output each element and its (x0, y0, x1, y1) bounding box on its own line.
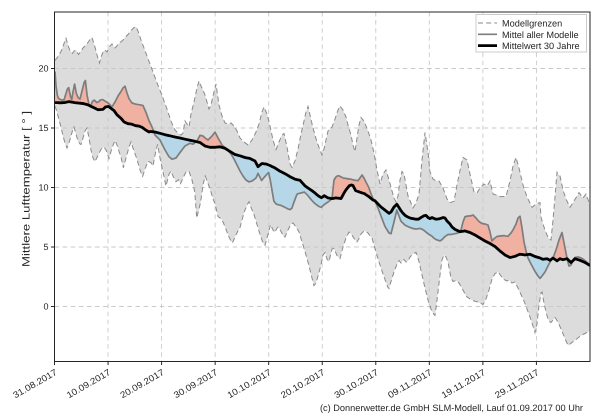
svg-text:0: 0 (43, 302, 48, 312)
svg-text:15: 15 (38, 123, 48, 133)
svg-text:Mittlere Lufttemperatur [ ° ]: Mittlere Lufttemperatur [ ° ] (21, 111, 33, 267)
svg-text:10: 10 (38, 183, 48, 193)
svg-text:5: 5 (43, 242, 48, 252)
svg-text:Mittel aller Modelle: Mittel aller Modelle (502, 30, 579, 40)
svg-text:(c) Donnerwetter.de GmbH SLM-M: (c) Donnerwetter.de GmbH SLM-Modell, Lau… (320, 403, 583, 413)
svg-text:Mittelwert 30 Jahre: Mittelwert 30 Jahre (502, 41, 580, 51)
svg-text:20: 20 (38, 64, 48, 74)
svg-text:Modellgrenzen: Modellgrenzen (502, 19, 562, 29)
